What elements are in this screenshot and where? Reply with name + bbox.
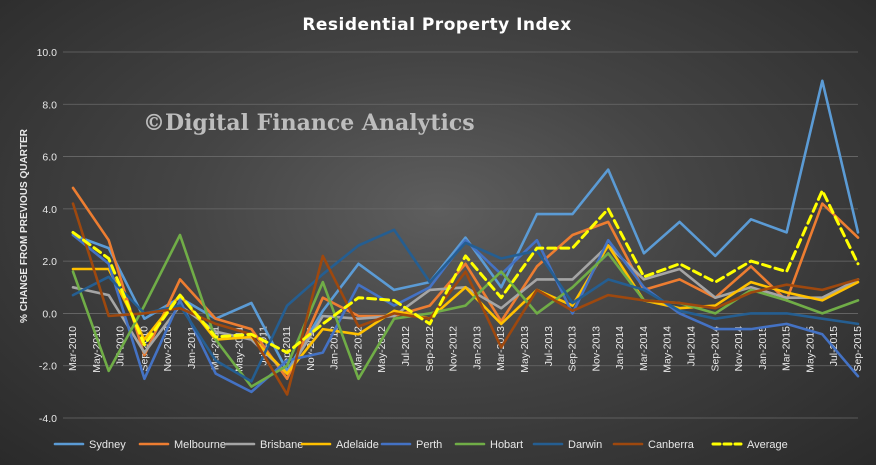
legend-label-darwin: Darwin — [568, 439, 602, 451]
x-tick-label: Jul-2013 — [543, 326, 555, 366]
x-tick-label: Sep-2015 — [852, 326, 864, 372]
x-tick-label: May-2015 — [804, 326, 816, 373]
y-tick-label: 4.0 — [42, 204, 57, 216]
x-tick-label: May-2012 — [376, 326, 388, 373]
x-tick-label: Sep-2013 — [567, 326, 579, 372]
legend-label-sydney: Sydney — [89, 439, 126, 451]
x-tick-label: Jul-2014 — [685, 326, 697, 366]
x-tick-label: Mar-2012 — [352, 326, 364, 371]
legend-label-adelaide: Adelaide — [336, 439, 379, 451]
series-line-average — [71, 189, 860, 355]
legend-label-brisbane: Brisbane — [260, 439, 303, 451]
y-tick-label: 0.0 — [42, 308, 57, 320]
y-tick-label: 10.0 — [37, 47, 58, 59]
series-lines — [71, 79, 860, 396]
watermark: ©Digital Finance Analytics — [143, 110, 475, 136]
x-tick-label: Mar-2015 — [781, 326, 793, 371]
x-tick-label: Jul-2012 — [400, 326, 412, 366]
legend: Sydney Melbourne Brisbane Adelaide Perth Hoba… — [53, 439, 788, 451]
y-tick-label: -2.0 — [39, 361, 57, 373]
x-tick-label: Sep-2014 — [709, 326, 721, 372]
series-line-perth — [71, 233, 860, 394]
series-line-sydney — [71, 79, 860, 373]
x-tick-label: Nov-2014 — [733, 326, 745, 372]
y-axis-ticks: 10.0 8.0 6.0 4.0 2.0 0.0 -2.0 -4.0 — [37, 47, 58, 425]
y-axis-label: % CHANGE FROM PREVIOUS QUARTER — [19, 128, 30, 323]
legend-label-hobart: Hobart — [490, 439, 523, 451]
chart-title: Residential Property Index — [302, 15, 571, 35]
x-tick-label: Mar-2014 — [638, 326, 650, 371]
x-tick-label: Nov-2010 — [162, 326, 174, 372]
series-line-canberra — [71, 202, 860, 396]
legend-label-perth: Perth — [416, 439, 442, 451]
y-tick-label: -4.0 — [39, 413, 57, 425]
x-tick-label: Jan-2011 — [186, 326, 198, 369]
x-tick-label: Sep-2012 — [424, 326, 436, 372]
x-tick-label: Jul-2015 — [828, 326, 840, 366]
x-tick-label: May-2014 — [662, 326, 674, 373]
x-tick-label: Jan-2013 — [471, 326, 483, 370]
y-tick-label: 2.0 — [42, 256, 57, 268]
y-tick-label: 8.0 — [42, 99, 57, 111]
x-tick-label: Mar-2010 — [67, 326, 79, 371]
x-tick-label: Nov-2013 — [590, 326, 602, 372]
x-tick-label: Jul-2010 — [115, 326, 127, 366]
series-line-hobart — [71, 233, 860, 388]
x-tick-label: Nov-2012 — [448, 326, 460, 372]
legend-label-melbourne: Melbourne — [174, 439, 226, 451]
x-tick-label: Jan-2014 — [614, 326, 626, 370]
legend-label-average: Average — [747, 439, 788, 451]
series-line-darwin — [71, 228, 860, 383]
x-tick-label: May-2013 — [519, 326, 531, 373]
y-tick-label: 6.0 — [42, 152, 57, 164]
x-tick-label: Jan-2015 — [757, 326, 769, 370]
legend-label-canberra: Canberra — [648, 439, 695, 451]
x-tick-label: May-2010 — [91, 326, 103, 373]
